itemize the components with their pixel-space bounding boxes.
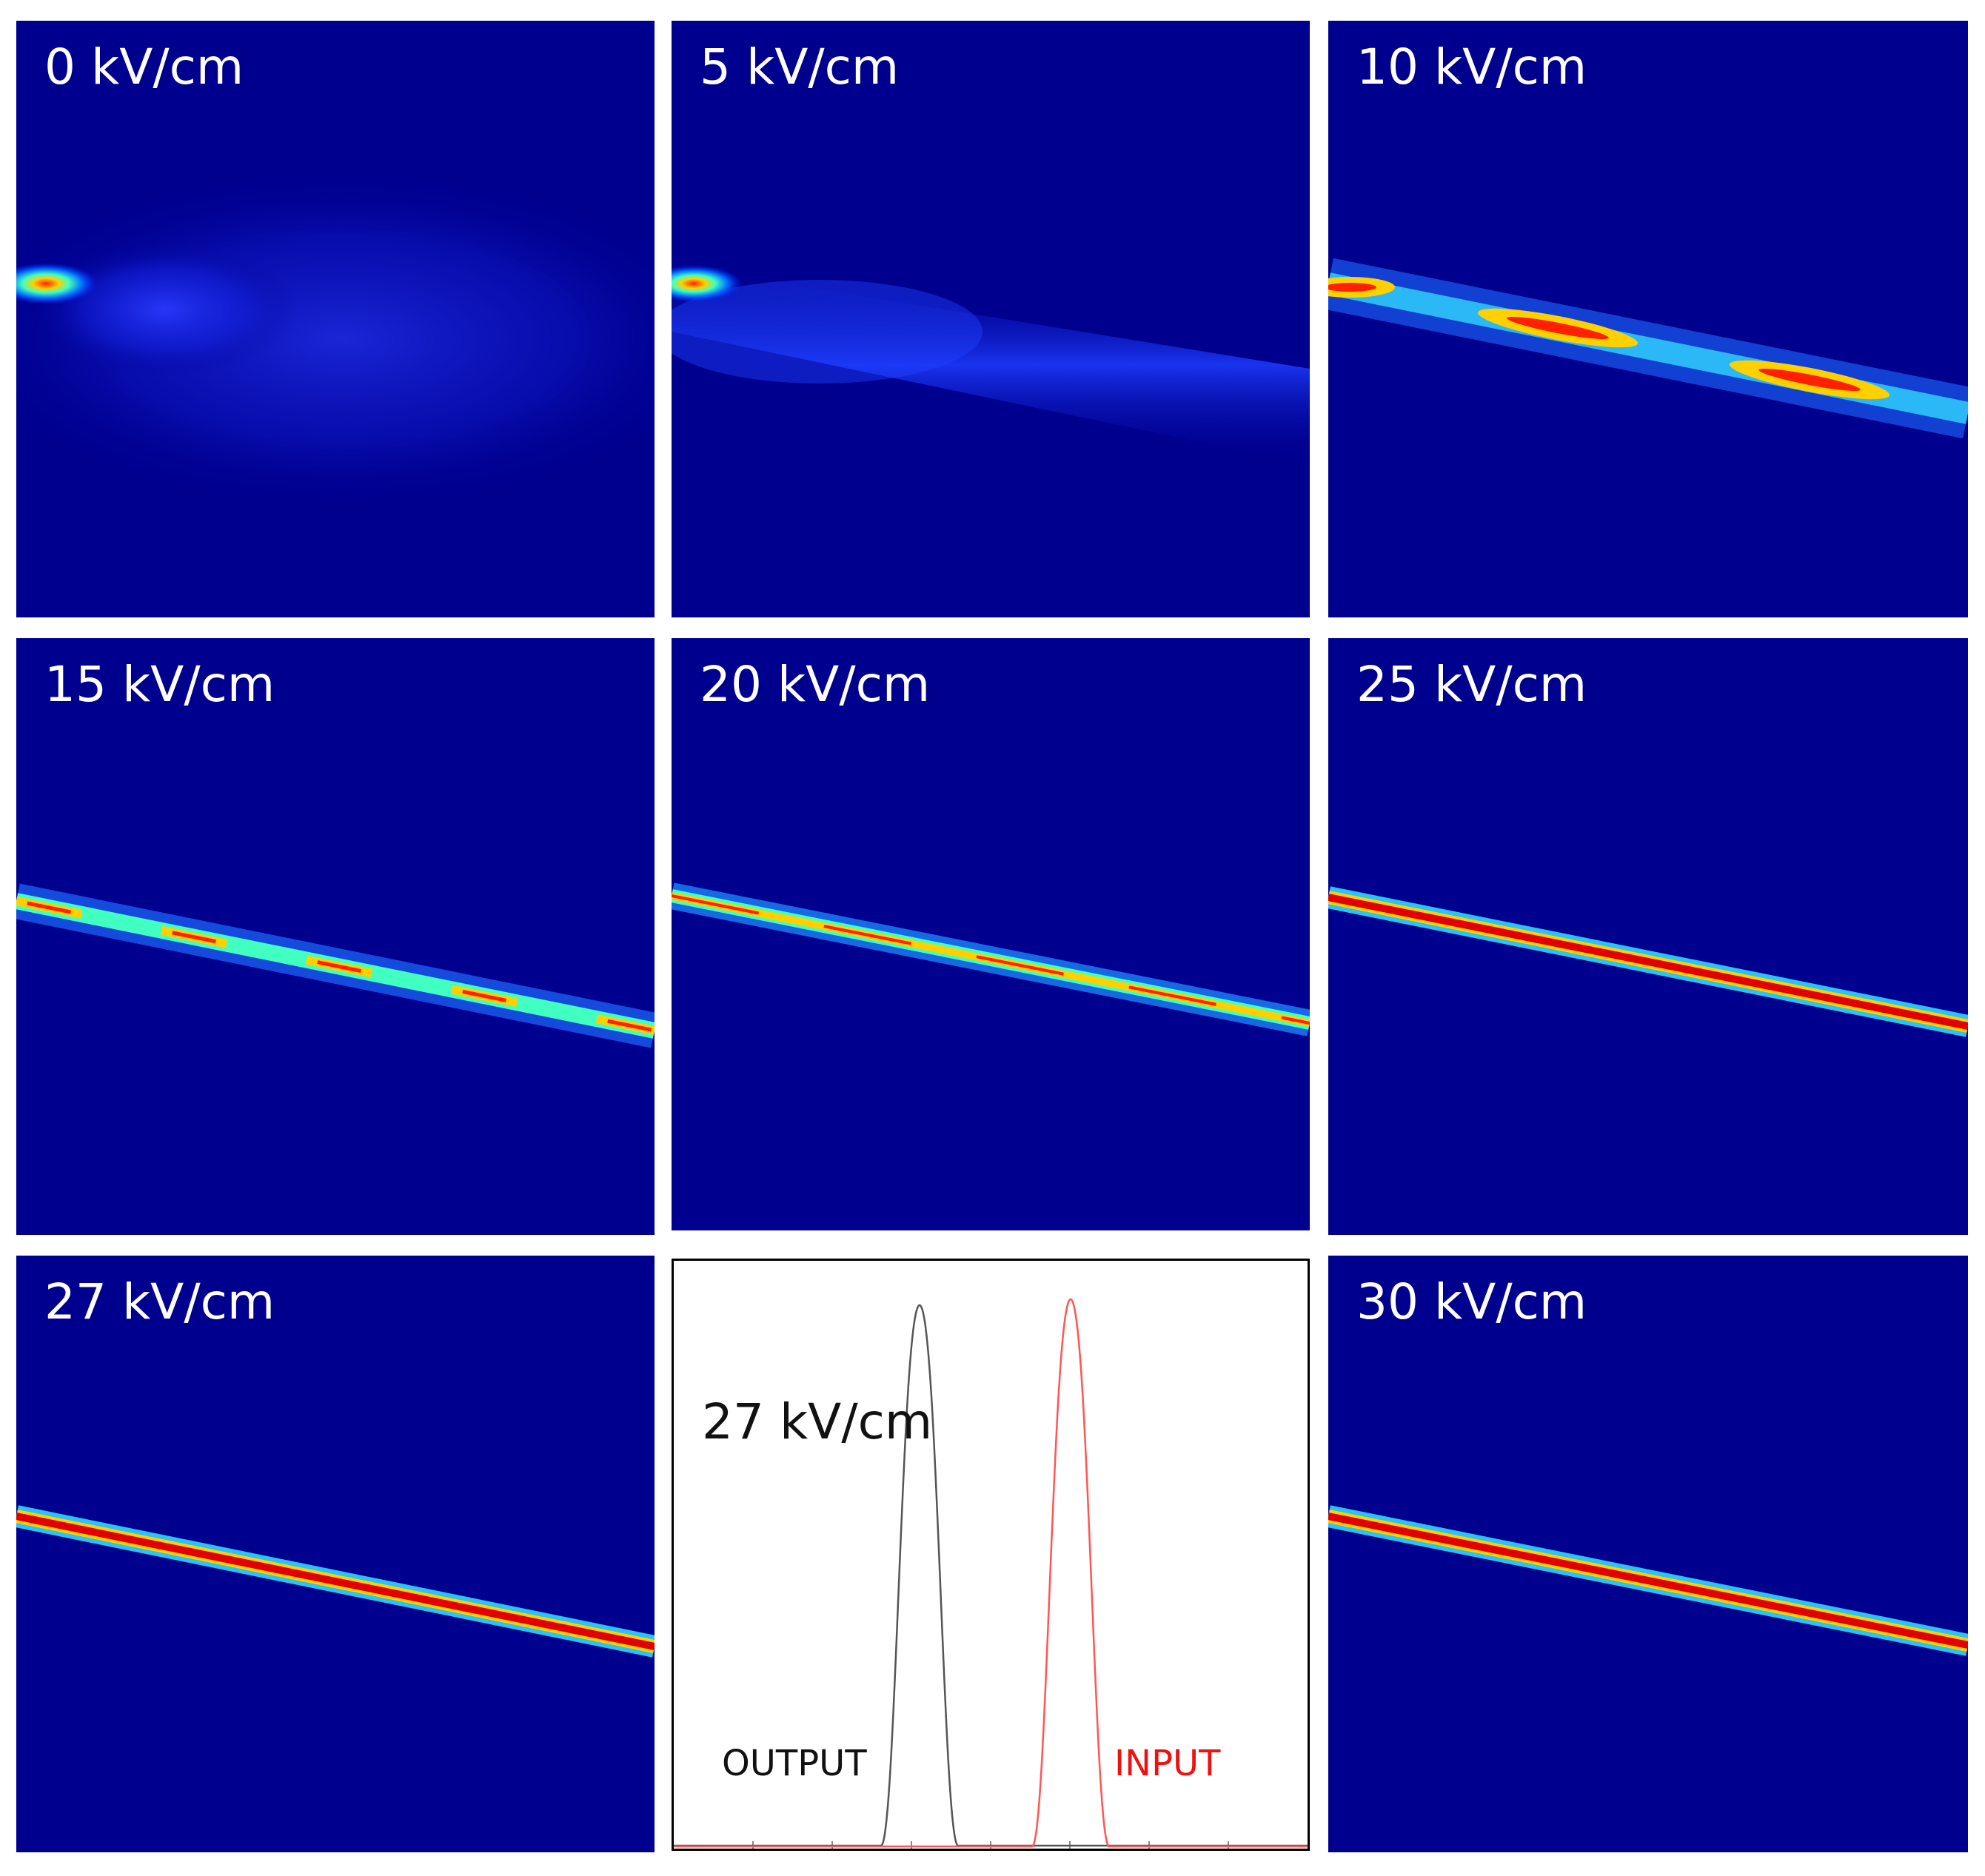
panel-30-kv: 30 kV/cm xyxy=(1328,1256,1968,1852)
beam-map-25 xyxy=(1328,638,1968,1235)
panel-27-kv: 27 kV/cm xyxy=(16,1256,655,1852)
pulse-plot xyxy=(674,1298,1308,1849)
input-pulse-line xyxy=(674,1298,1308,1848)
panel-20-kv: 20 kV/cm xyxy=(672,638,1310,1230)
input-label: INPUT xyxy=(1114,1743,1221,1784)
panel-label: 27 kV/cm xyxy=(44,1273,275,1330)
panel-25-kv: 25 kV/cm xyxy=(1328,638,1968,1235)
panel-label: 30 kV/cm xyxy=(1356,1273,1587,1330)
panel-label: 10 kV/cm xyxy=(1356,38,1587,96)
panel-label: 0 kV/cm xyxy=(44,38,244,96)
panel-15-kv: 15 kV/cm xyxy=(16,638,655,1235)
output-label: OUTPUT xyxy=(722,1743,867,1784)
panel-0-kv: 0 kV/cm xyxy=(16,21,655,617)
output-pulse-line xyxy=(674,1304,1308,1847)
panel-10-kv: 10 kV/cm xyxy=(1328,21,1968,617)
panel-label: 27 kV/cm xyxy=(702,1393,933,1450)
panel-27-kv-pulse-plot: 27 kV/cm OUTPUT INPUT xyxy=(672,1259,1310,1851)
panel-label: 25 kV/cm xyxy=(1356,656,1587,713)
beam-map-10 xyxy=(1328,21,1968,617)
beam-map-15 xyxy=(16,638,655,1235)
panel-label: 20 kV/cm xyxy=(700,656,931,713)
panel-label: 15 kV/cm xyxy=(44,656,275,713)
beam-map-5 xyxy=(672,21,1310,617)
beam-map-30 xyxy=(1328,1256,1968,1852)
beam-map-20 xyxy=(672,638,1310,1230)
panel-label: 5 kV/cm xyxy=(700,38,900,96)
beam-map-0 xyxy=(16,21,655,617)
panel-5-kv: 5 kV/cm xyxy=(672,21,1310,617)
beam-map-27 xyxy=(16,1256,655,1852)
